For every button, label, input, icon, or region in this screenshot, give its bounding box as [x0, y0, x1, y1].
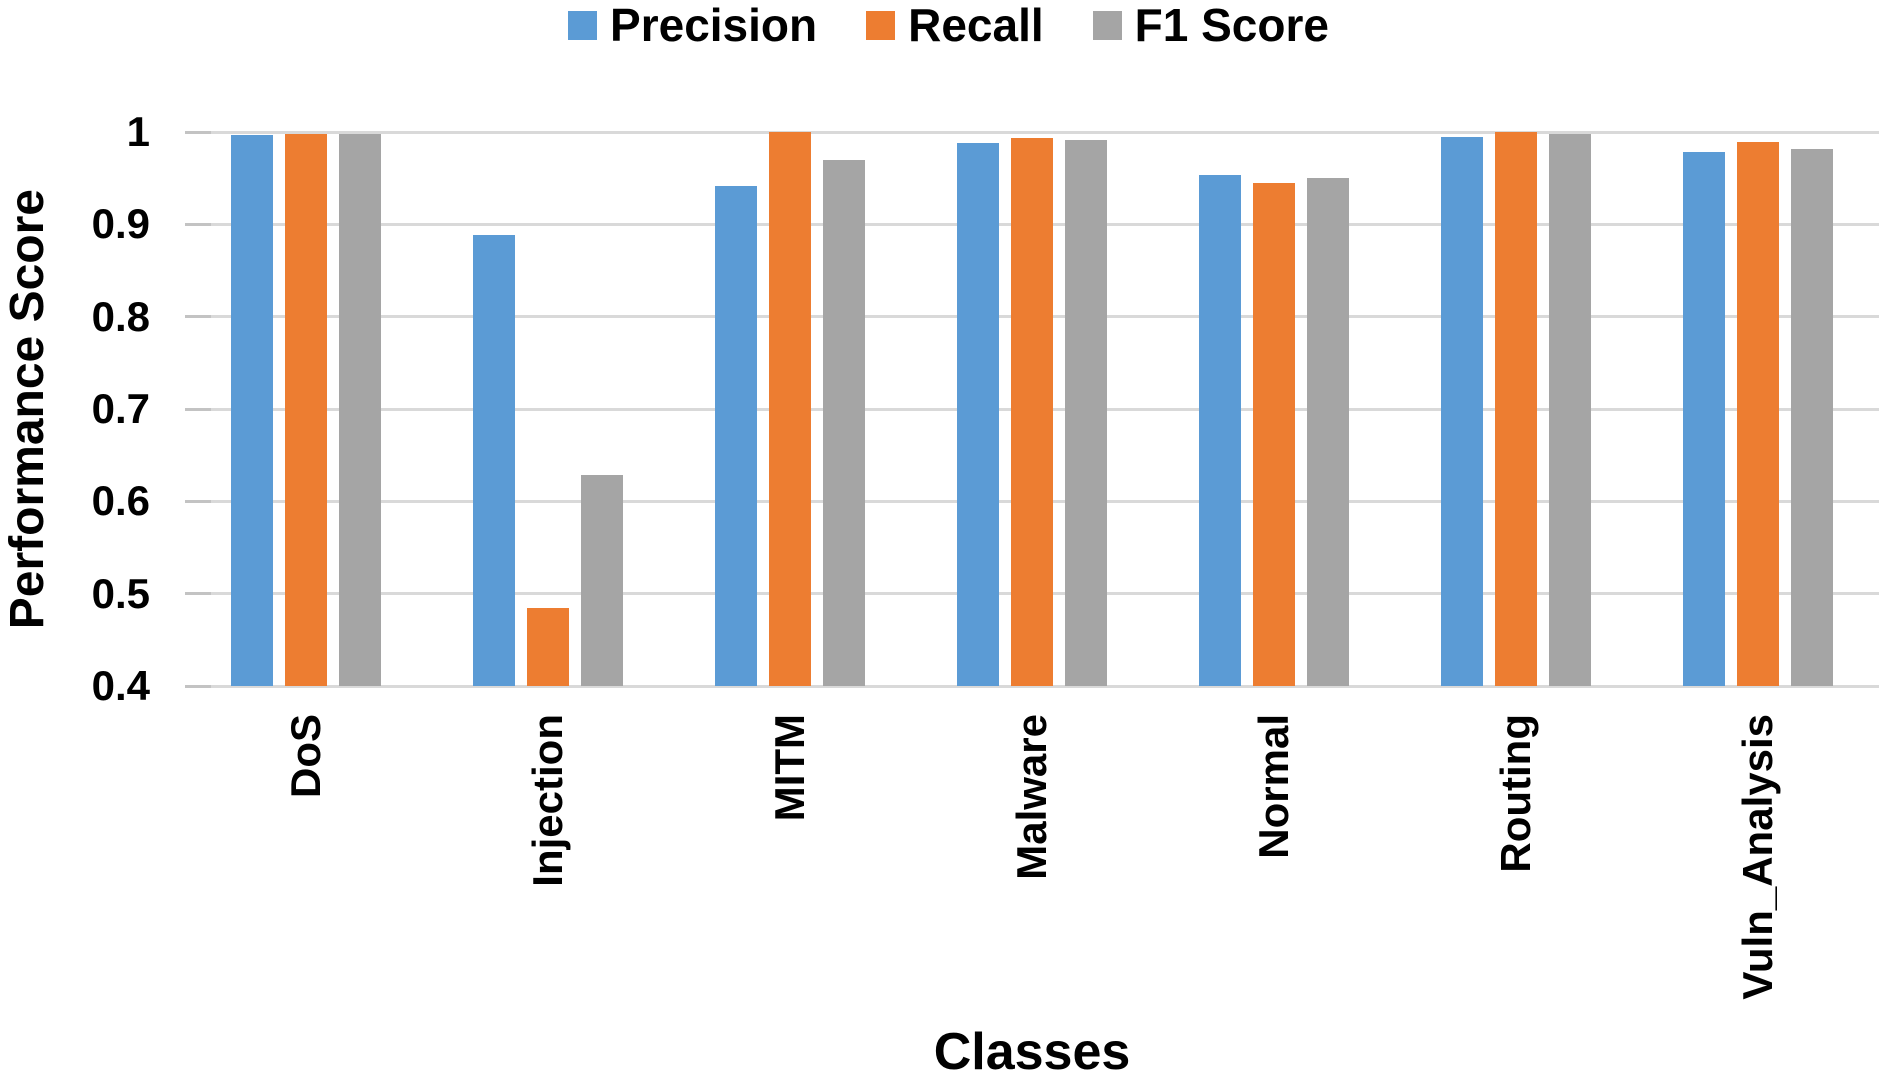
bar-malware-recall	[1011, 137, 1053, 686]
y-axis-tick-label: 0.6	[91, 477, 150, 525]
x-label-slot: Malware	[911, 714, 1153, 880]
bar-routing-f1-score	[1549, 133, 1591, 686]
bar-injection-precision	[473, 235, 515, 686]
x-category-label: Routing	[1492, 714, 1539, 873]
bar-injection-f1-score	[581, 475, 623, 686]
y-axis-tick-label: 0.4	[91, 662, 150, 709]
bar-dos-f1-score	[339, 133, 381, 686]
bar-mitm-precision	[715, 186, 757, 686]
bar-vuln_analysis-precision	[1683, 152, 1725, 686]
bar-group-injection	[427, 132, 669, 686]
x-label-slot: DoS	[185, 714, 427, 798]
bar-normal-f1-score	[1307, 178, 1349, 686]
x-label-slot: Routing	[1395, 714, 1637, 873]
bar-routing-recall	[1495, 132, 1537, 686]
bar-normal-recall	[1253, 182, 1295, 686]
bar-normal-precision	[1199, 175, 1241, 686]
legend-item-f1-score: F1 Score	[1092, 0, 1329, 51]
bar-dos-precision	[231, 134, 273, 686]
legend-swatch-icon	[1092, 10, 1122, 40]
y-axis-tick-label: 0.8	[91, 292, 150, 340]
legend-swatch-icon	[568, 10, 598, 40]
x-label-slot: Injection	[427, 714, 669, 887]
legend-swatch-icon	[866, 10, 896, 40]
bar-mitm-f1-score	[823, 159, 865, 686]
bar-malware-precision	[957, 143, 999, 686]
x-category-label: DoS	[282, 714, 329, 798]
chart-legend: Precision Recall F1 Score	[0, 2, 1883, 48]
x-category-label: Injection	[524, 714, 571, 887]
bar-group-mitm	[669, 132, 911, 686]
bar-routing-precision	[1441, 136, 1483, 686]
y-axis-tick-label: 0.7	[91, 385, 150, 432]
x-label-slot: Normal	[1153, 714, 1395, 859]
legend-label: F1 Score	[1134, 0, 1329, 51]
y-axis-tick-label: 1	[126, 108, 150, 155]
legend-label: Precision	[610, 0, 818, 51]
x-category-label: Vuln_Analysis	[1734, 714, 1781, 1000]
bar-injection-recall	[527, 607, 569, 686]
bar-malware-f1-score	[1065, 140, 1107, 686]
bar-dos-recall	[285, 133, 327, 686]
x-label-slot: MITM	[669, 714, 911, 821]
x-axis-title: Classes	[933, 1023, 1131, 1081]
plot-area	[185, 130, 1879, 688]
bar-group-dos	[185, 132, 427, 686]
x-category-label: Normal	[1250, 714, 1297, 859]
legend-item-precision: Precision	[568, 2, 817, 48]
gridline	[185, 130, 1879, 134]
bar-vuln_analysis-recall	[1737, 142, 1779, 686]
y-axis-tick-label: 0.5	[91, 569, 150, 617]
bar-group-routing	[1395, 132, 1637, 686]
x-category-label: Malware	[1008, 714, 1055, 880]
x-axis-line	[185, 684, 1879, 688]
x-category-label: MITM	[766, 714, 813, 822]
y-axis-tick-label: 0.9	[91, 200, 150, 248]
bar-mitm-recall	[769, 132, 811, 686]
bar-group-malware	[911, 132, 1153, 686]
bar-group-normal	[1153, 132, 1395, 686]
x-label-slot: Vuln_Analysis	[1637, 714, 1879, 1000]
legend-item-recall: Recall	[866, 2, 1044, 48]
bar-vuln_analysis-f1-score	[1791, 148, 1833, 686]
bar-group-vuln_analysis	[1637, 132, 1879, 686]
legend-label: Recall	[908, 0, 1044, 51]
